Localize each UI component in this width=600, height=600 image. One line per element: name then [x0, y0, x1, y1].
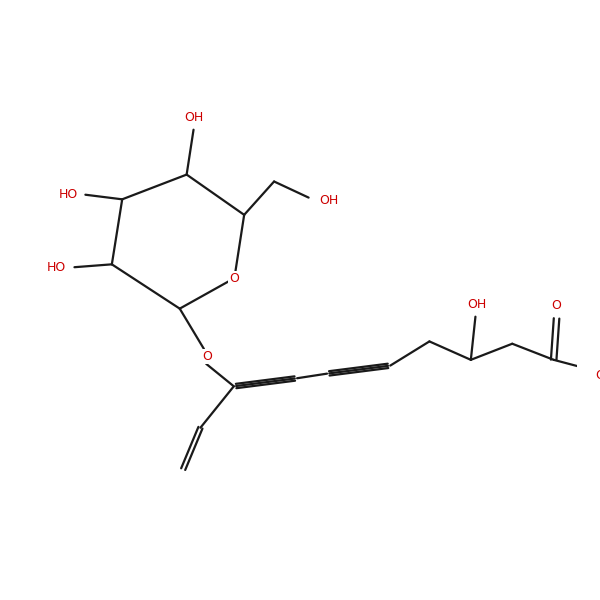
- Text: OH: OH: [467, 298, 486, 311]
- Text: HO: HO: [46, 261, 65, 274]
- Text: O: O: [202, 350, 212, 364]
- Text: OH: OH: [184, 110, 203, 124]
- Text: O: O: [595, 370, 600, 382]
- Text: O: O: [551, 299, 562, 312]
- Text: HO: HO: [58, 188, 78, 201]
- Text: O: O: [229, 272, 239, 284]
- Text: OH: OH: [319, 194, 338, 207]
